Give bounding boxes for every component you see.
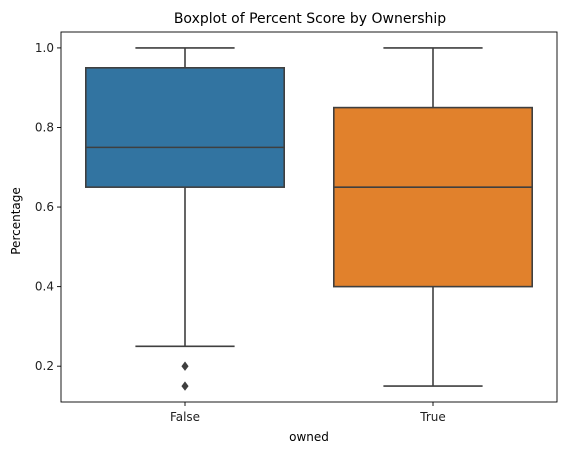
y-tick-label-2: 0.6 [35,200,54,214]
plot-area: 0.2 0.4 0.6 0.8 1.0 False True [35,31,558,424]
y-tick-label-0: 0.2 [35,359,54,373]
box-true [332,106,533,288]
x-tick-label-1: True [419,410,446,424]
y-tick-label-1: 0.4 [35,280,54,294]
x-tick-label-0: False [170,410,200,424]
y-tick-label-3: 0.8 [35,120,54,134]
outlier-false-1 [181,381,189,391]
y-tick-label-4: 1.0 [35,41,54,55]
y-axis-label: Percentage [9,187,23,255]
box-false [85,67,285,188]
outlier-false-0 [181,361,189,371]
chart-title: Boxplot of Percent Score by Ownership [174,11,446,27]
x-axis-label: owned [289,430,329,444]
plot-frame [60,31,558,403]
